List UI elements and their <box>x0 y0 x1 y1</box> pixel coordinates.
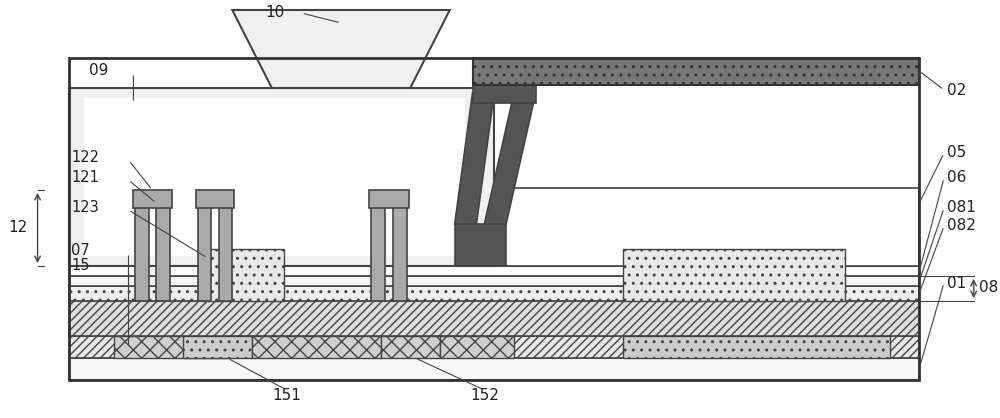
Bar <box>252 336 381 358</box>
Bar <box>440 336 514 358</box>
Text: 05: 05 <box>947 145 966 161</box>
Text: 121: 121 <box>71 171 99 186</box>
Bar <box>69 58 919 380</box>
Text: 123: 123 <box>71 201 99 216</box>
Bar <box>84 98 465 256</box>
Bar <box>114 336 227 358</box>
Text: 09: 09 <box>89 64 108 79</box>
Bar <box>369 190 409 208</box>
Bar <box>196 190 234 208</box>
Bar <box>69 286 919 301</box>
Bar <box>219 191 232 301</box>
Bar <box>381 336 440 358</box>
Text: 08: 08 <box>979 280 998 296</box>
Bar <box>183 336 252 358</box>
Bar <box>203 249 284 301</box>
Bar <box>69 266 919 276</box>
Bar <box>473 58 919 85</box>
Text: 01: 01 <box>947 275 966 291</box>
Bar <box>198 191 211 301</box>
Text: 15: 15 <box>71 258 90 273</box>
Text: 151: 151 <box>272 388 301 403</box>
Bar <box>393 191 407 301</box>
Bar <box>69 301 919 336</box>
Bar <box>133 190 172 208</box>
Bar <box>473 85 536 103</box>
Text: 06: 06 <box>947 171 966 186</box>
Polygon shape <box>455 93 494 224</box>
Bar <box>69 188 919 266</box>
Bar <box>69 276 919 286</box>
Text: 02: 02 <box>947 84 966 99</box>
Text: 122: 122 <box>71 150 99 166</box>
Text: 07: 07 <box>71 244 90 258</box>
Bar <box>69 358 919 380</box>
Bar <box>371 191 385 301</box>
Bar <box>156 191 170 301</box>
Text: 081: 081 <box>947 201 976 216</box>
Bar <box>623 336 890 358</box>
Bar <box>69 336 919 358</box>
Bar <box>455 224 506 266</box>
Bar <box>69 88 494 266</box>
Polygon shape <box>484 93 536 224</box>
Text: 082: 082 <box>947 219 976 234</box>
Bar <box>623 249 845 301</box>
Bar <box>135 191 149 301</box>
Text: 152: 152 <box>470 388 499 403</box>
Text: 10: 10 <box>265 5 284 20</box>
Polygon shape <box>232 10 450 88</box>
Text: 12: 12 <box>8 221 27 235</box>
